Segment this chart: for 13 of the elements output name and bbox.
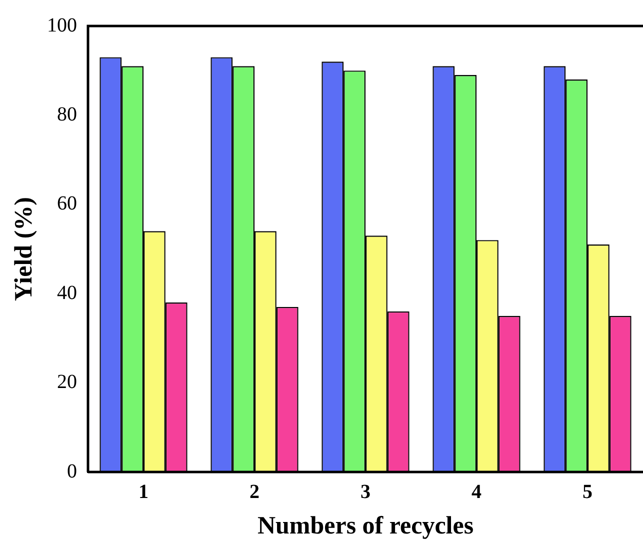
y-tick-label: 100 — [47, 14, 77, 36]
y-axis-title: Yield (%) — [10, 197, 38, 301]
y-tick-label: 20 — [57, 371, 77, 394]
x-tick-label: 3 — [360, 481, 370, 504]
y-tick-label: 60 — [57, 192, 77, 215]
y-tick-label: 80 — [57, 103, 77, 126]
y-tick-label: 40 — [57, 282, 77, 304]
x-axis-title: Numbers of recycles — [257, 512, 474, 540]
x-tick-label: 5 — [582, 481, 592, 504]
x-tick-label: 2 — [250, 481, 260, 504]
x-tick-label: 1 — [138, 481, 148, 504]
x-tick-label: 4 — [472, 481, 482, 504]
y-tick-label: 0 — [67, 460, 77, 482]
